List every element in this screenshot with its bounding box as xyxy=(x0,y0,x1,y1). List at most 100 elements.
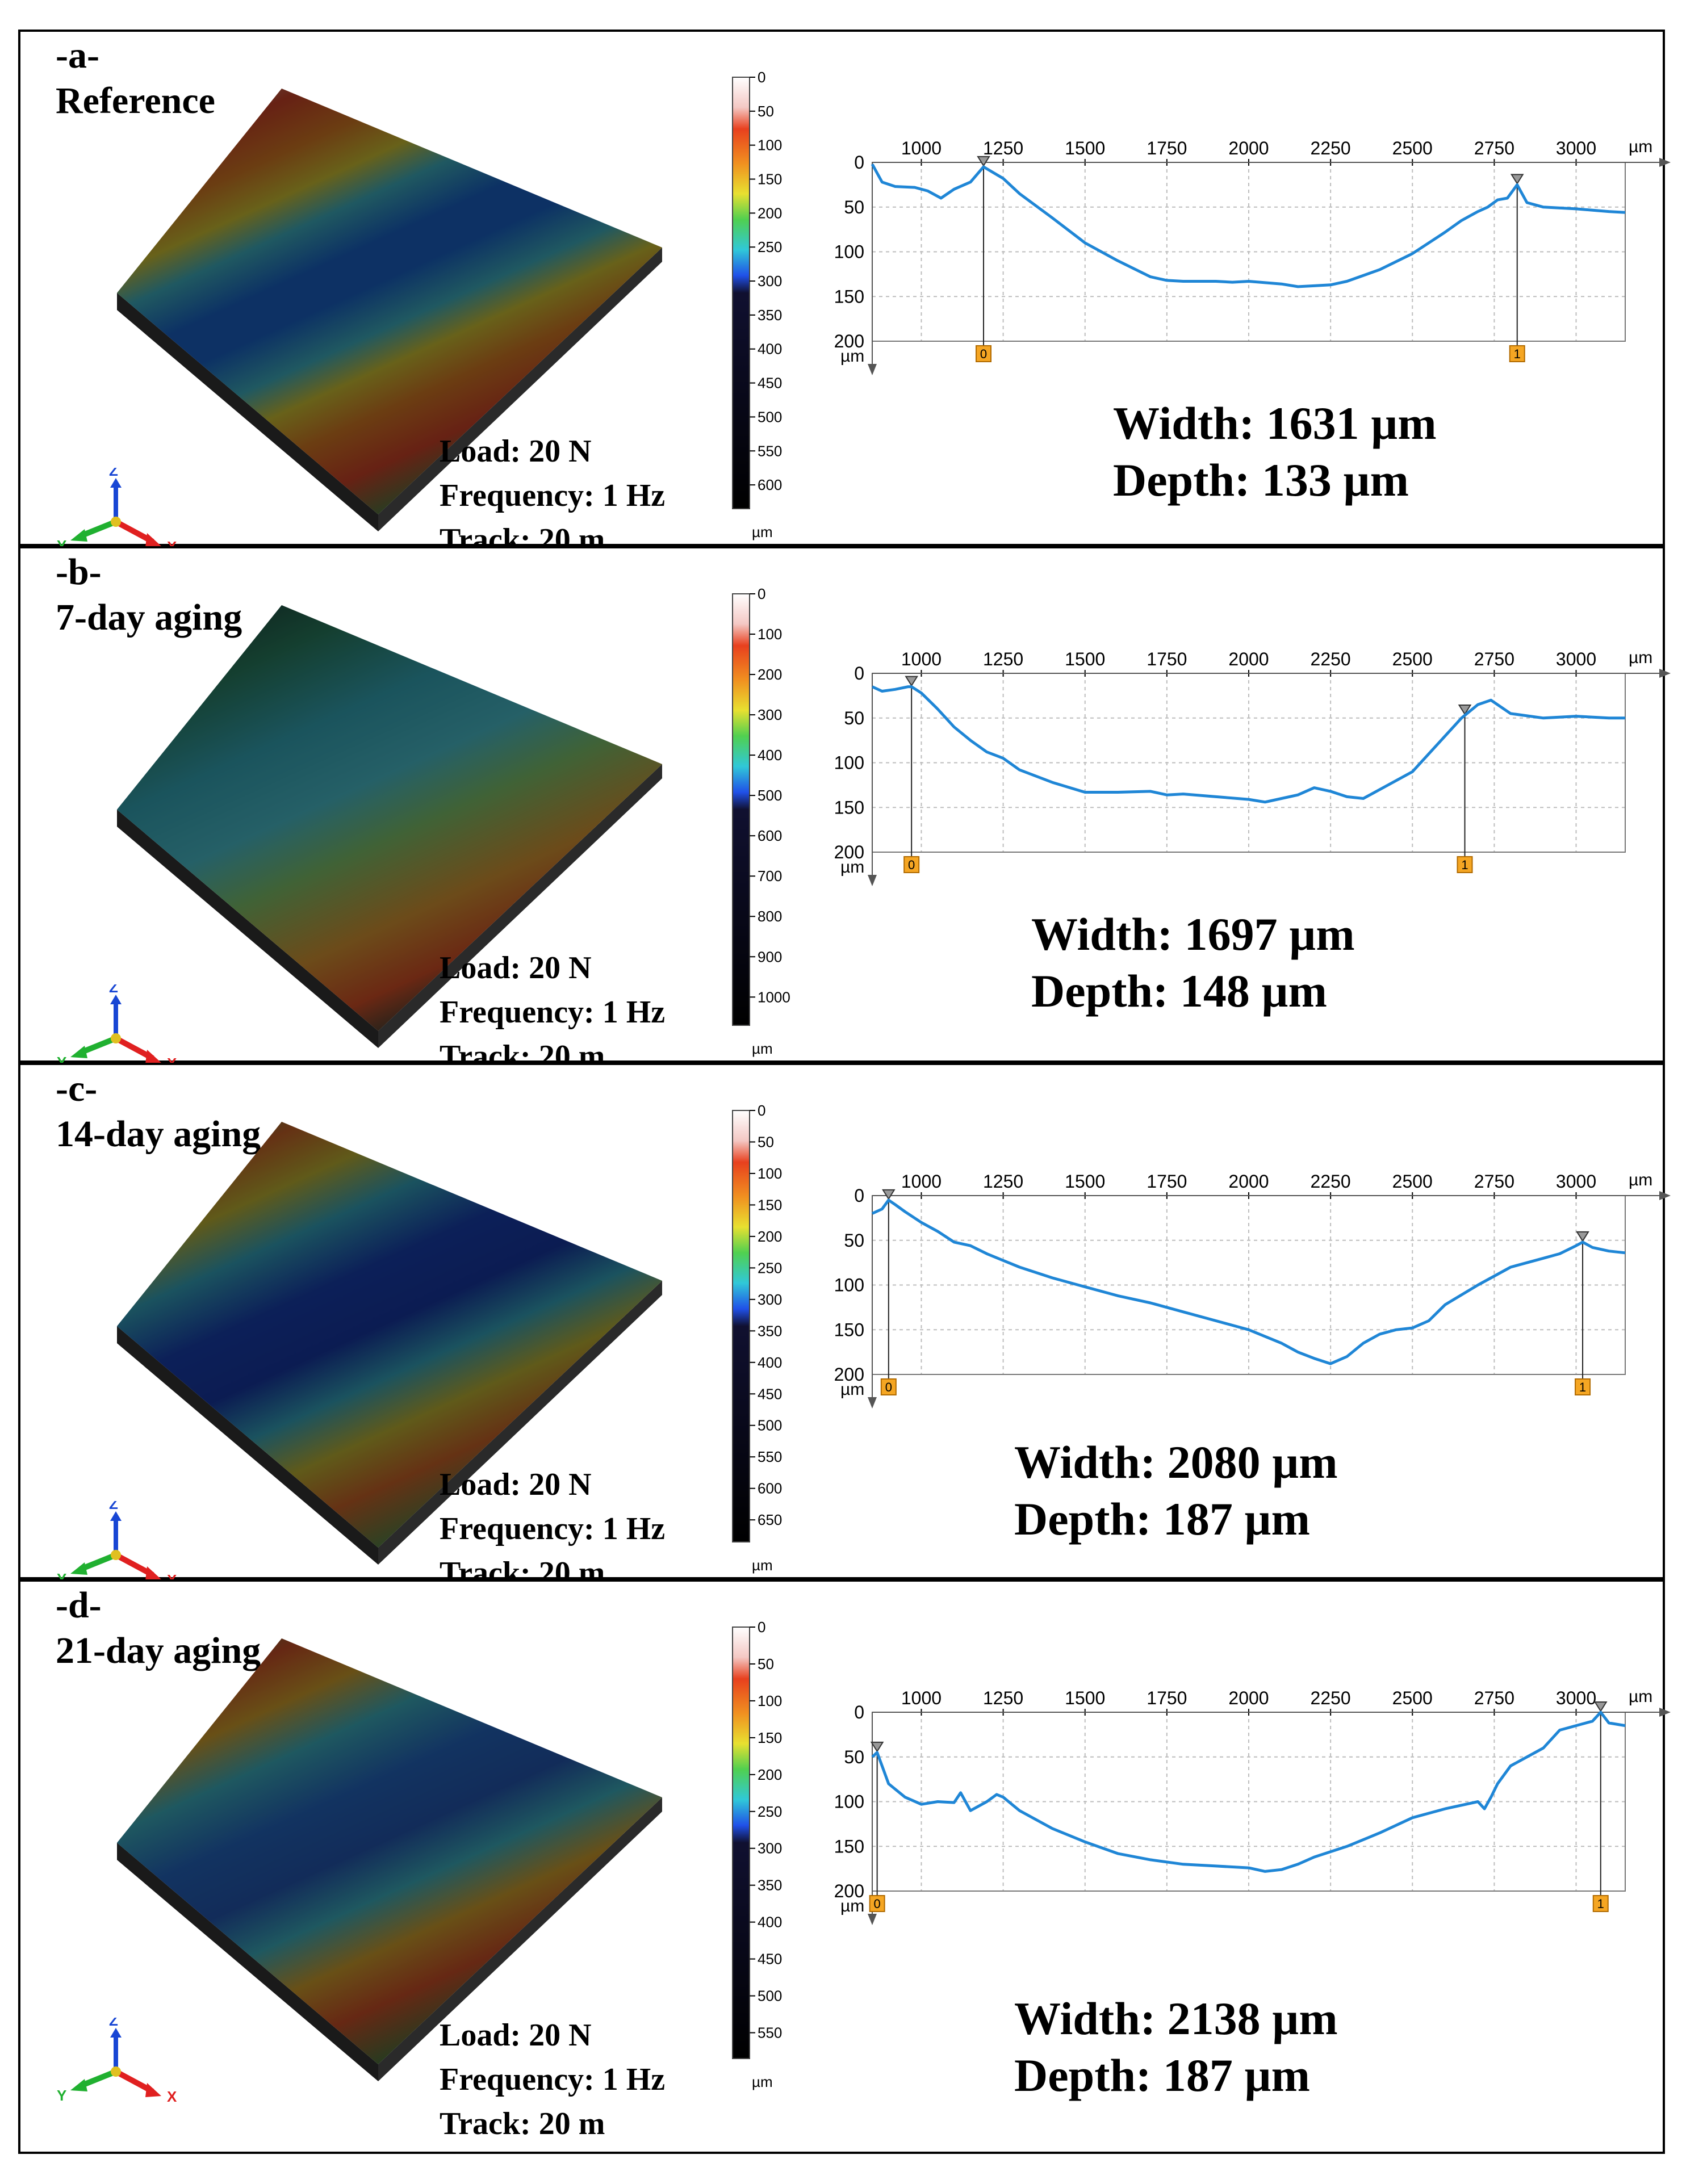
profile-line xyxy=(871,1198,1626,1365)
x-tick-label: 2500 xyxy=(1392,1688,1433,1708)
colorbar-tick-label: 500 xyxy=(758,1988,782,2005)
colorbar-tick-label: 250 xyxy=(758,1803,782,1820)
xyz-axes-icon: ZXY xyxy=(57,1501,177,1586)
colorbar-tick-label: 500 xyxy=(758,1417,782,1434)
colorbar-tick-label: 100 xyxy=(758,1165,782,1182)
surface-front-edge xyxy=(378,1797,662,2081)
surface-3d-image xyxy=(117,1638,662,2081)
surface-3d-image xyxy=(117,89,662,531)
colorbar-scale xyxy=(732,1627,750,2059)
y-tick-label: 150 xyxy=(834,1319,864,1340)
colorbar-tick-label: 450 xyxy=(758,1385,782,1402)
colorbar-tick-label: 200 xyxy=(758,204,782,221)
condition-line: Load: 20 N xyxy=(440,1467,592,1502)
x-tick-label: 3000 xyxy=(1556,1688,1596,1708)
z-axis-label: Z xyxy=(109,1501,118,1512)
x-axis-arrowhead xyxy=(1659,669,1671,678)
z-axis-label: Z xyxy=(109,984,118,996)
y-tick-label: 200 xyxy=(834,1364,864,1385)
x-axis-label: X xyxy=(167,2088,177,2103)
y-tick-label: 50 xyxy=(844,708,864,728)
panel-a: -a- Reference Z X Y Load: 20 N Frequency: 1 Hz… xyxy=(18,30,1671,557)
colorbar-tick-label: 250 xyxy=(758,238,782,255)
colorbar-scale xyxy=(732,593,750,1026)
x-axis-arrowhead xyxy=(1659,1708,1671,1717)
cursor-tag xyxy=(1457,856,1473,873)
z-axis-head xyxy=(110,995,122,1004)
y-tick-label: 200 xyxy=(834,331,864,351)
panel-title: 14-day aging xyxy=(56,1113,261,1155)
y-tick-label: 100 xyxy=(834,1275,864,1296)
panel-title: 7-day aging xyxy=(56,597,242,638)
profile-line xyxy=(871,163,1626,288)
cursor-tag-label: 0 xyxy=(874,1897,881,1911)
axes-origin xyxy=(111,517,121,527)
surface-texture xyxy=(117,89,662,514)
wear-depth: Depth: 187 µm xyxy=(1014,2049,1310,2101)
y-tick-label: 50 xyxy=(844,197,864,217)
panel-title: 21-day aging xyxy=(56,1630,261,1671)
y-axis-unit: µm xyxy=(840,1897,864,1915)
x-tick-label: 2500 xyxy=(1392,649,1433,669)
colorbar-tick-label: 400 xyxy=(758,747,782,764)
cursor-tag-label: 0 xyxy=(908,858,915,872)
colorbar-scale xyxy=(732,1110,750,1542)
x-tick-label: 1750 xyxy=(1147,138,1187,158)
z-axis-head xyxy=(110,2028,122,2038)
panel-label: -b- xyxy=(56,551,102,593)
height-colorbar: 0 50 100 150 200 250 300 350 400 450 500 550 600 µm xyxy=(732,72,782,540)
x-axis-unit: µm xyxy=(1629,137,1652,156)
x-tick-label: 1500 xyxy=(1065,649,1105,669)
x-axis-unit: µm xyxy=(1629,1687,1652,1706)
wear-depth: Depth: 148 µm xyxy=(1031,965,1327,1017)
z-axis-head xyxy=(110,478,122,488)
x-tick-label: 2250 xyxy=(1311,649,1351,669)
xyz-axes-icon: ZXY xyxy=(57,984,177,1070)
cursor-tag xyxy=(1592,1895,1609,1912)
colorbar-tick-label: 600 xyxy=(758,1480,782,1497)
condition-line: Load: 20 N xyxy=(440,950,592,986)
test-conditions: Load: 20 N Frequency: 1 Hz Track: 20 m xyxy=(440,2013,665,2146)
colorbar-tick-label: 550 xyxy=(758,442,782,459)
x-tick-label: 1250 xyxy=(983,1171,1023,1192)
colorbar-tick-label: 400 xyxy=(758,1914,782,1931)
colorbar-tick-label: 700 xyxy=(758,867,782,885)
wear-depth: Depth: 187 µm xyxy=(1014,1493,1310,1545)
colorbar-tick-label: 550 xyxy=(758,1448,782,1465)
cursor-tag-label: 1 xyxy=(1579,1380,1586,1394)
x-tick-label: 2750 xyxy=(1474,1171,1514,1192)
x-tick-label: 1250 xyxy=(983,138,1023,158)
y-axis-head xyxy=(70,529,87,542)
cursor-tag xyxy=(976,345,992,362)
colorbar-unit: µm xyxy=(752,1557,773,1574)
colorbar-tick-label: 650 xyxy=(758,1511,782,1528)
x-tick-label: 2000 xyxy=(1228,138,1269,158)
surface-side-edge xyxy=(117,1843,378,2081)
x-tick-label: 1750 xyxy=(1147,1688,1187,1708)
y-tick-label: 150 xyxy=(834,286,864,307)
y-axis-arrowhead xyxy=(868,1397,877,1409)
colorbar-tick-label: 600 xyxy=(758,476,782,493)
wear-results: Width: 1631 µm Depth: 133 µm xyxy=(1113,395,1437,509)
condition-line: Track: 20 m xyxy=(440,2106,605,2141)
panel-label: -d- xyxy=(56,1584,102,1626)
y-axis-arrow xyxy=(80,519,117,539)
y-axis-arrow xyxy=(80,2069,117,2089)
cursor-tag xyxy=(1509,345,1525,362)
test-conditions: Load: 20 N Frequency: 1 Hz Track: 20 m xyxy=(440,429,665,562)
x-tick-label: 1750 xyxy=(1147,1171,1187,1192)
x-tick-label: 2250 xyxy=(1311,1171,1351,1192)
colorbar-tick-label: 500 xyxy=(758,787,782,804)
colorbar-tick-label: 100 xyxy=(758,1692,782,1709)
x-tick-label: 1000 xyxy=(901,138,942,158)
colorbar-tick-label: 600 xyxy=(758,827,782,844)
x-axis-head xyxy=(145,533,161,547)
x-tick-label: 2750 xyxy=(1474,1688,1514,1708)
panel-b: -b- 7-day aging Z X Y Load: 20 N Frequency: 1 … xyxy=(18,546,1671,1074)
colorbar-tick-label: 0 xyxy=(758,1621,765,1636)
xyz-axes-icon: ZXY xyxy=(57,2018,177,2103)
colorbar-tick-label: 50 xyxy=(758,103,774,120)
x-axis-head xyxy=(145,1566,161,1581)
cursor-tag xyxy=(1575,1378,1591,1395)
x-tick-label: 1000 xyxy=(901,1688,942,1708)
